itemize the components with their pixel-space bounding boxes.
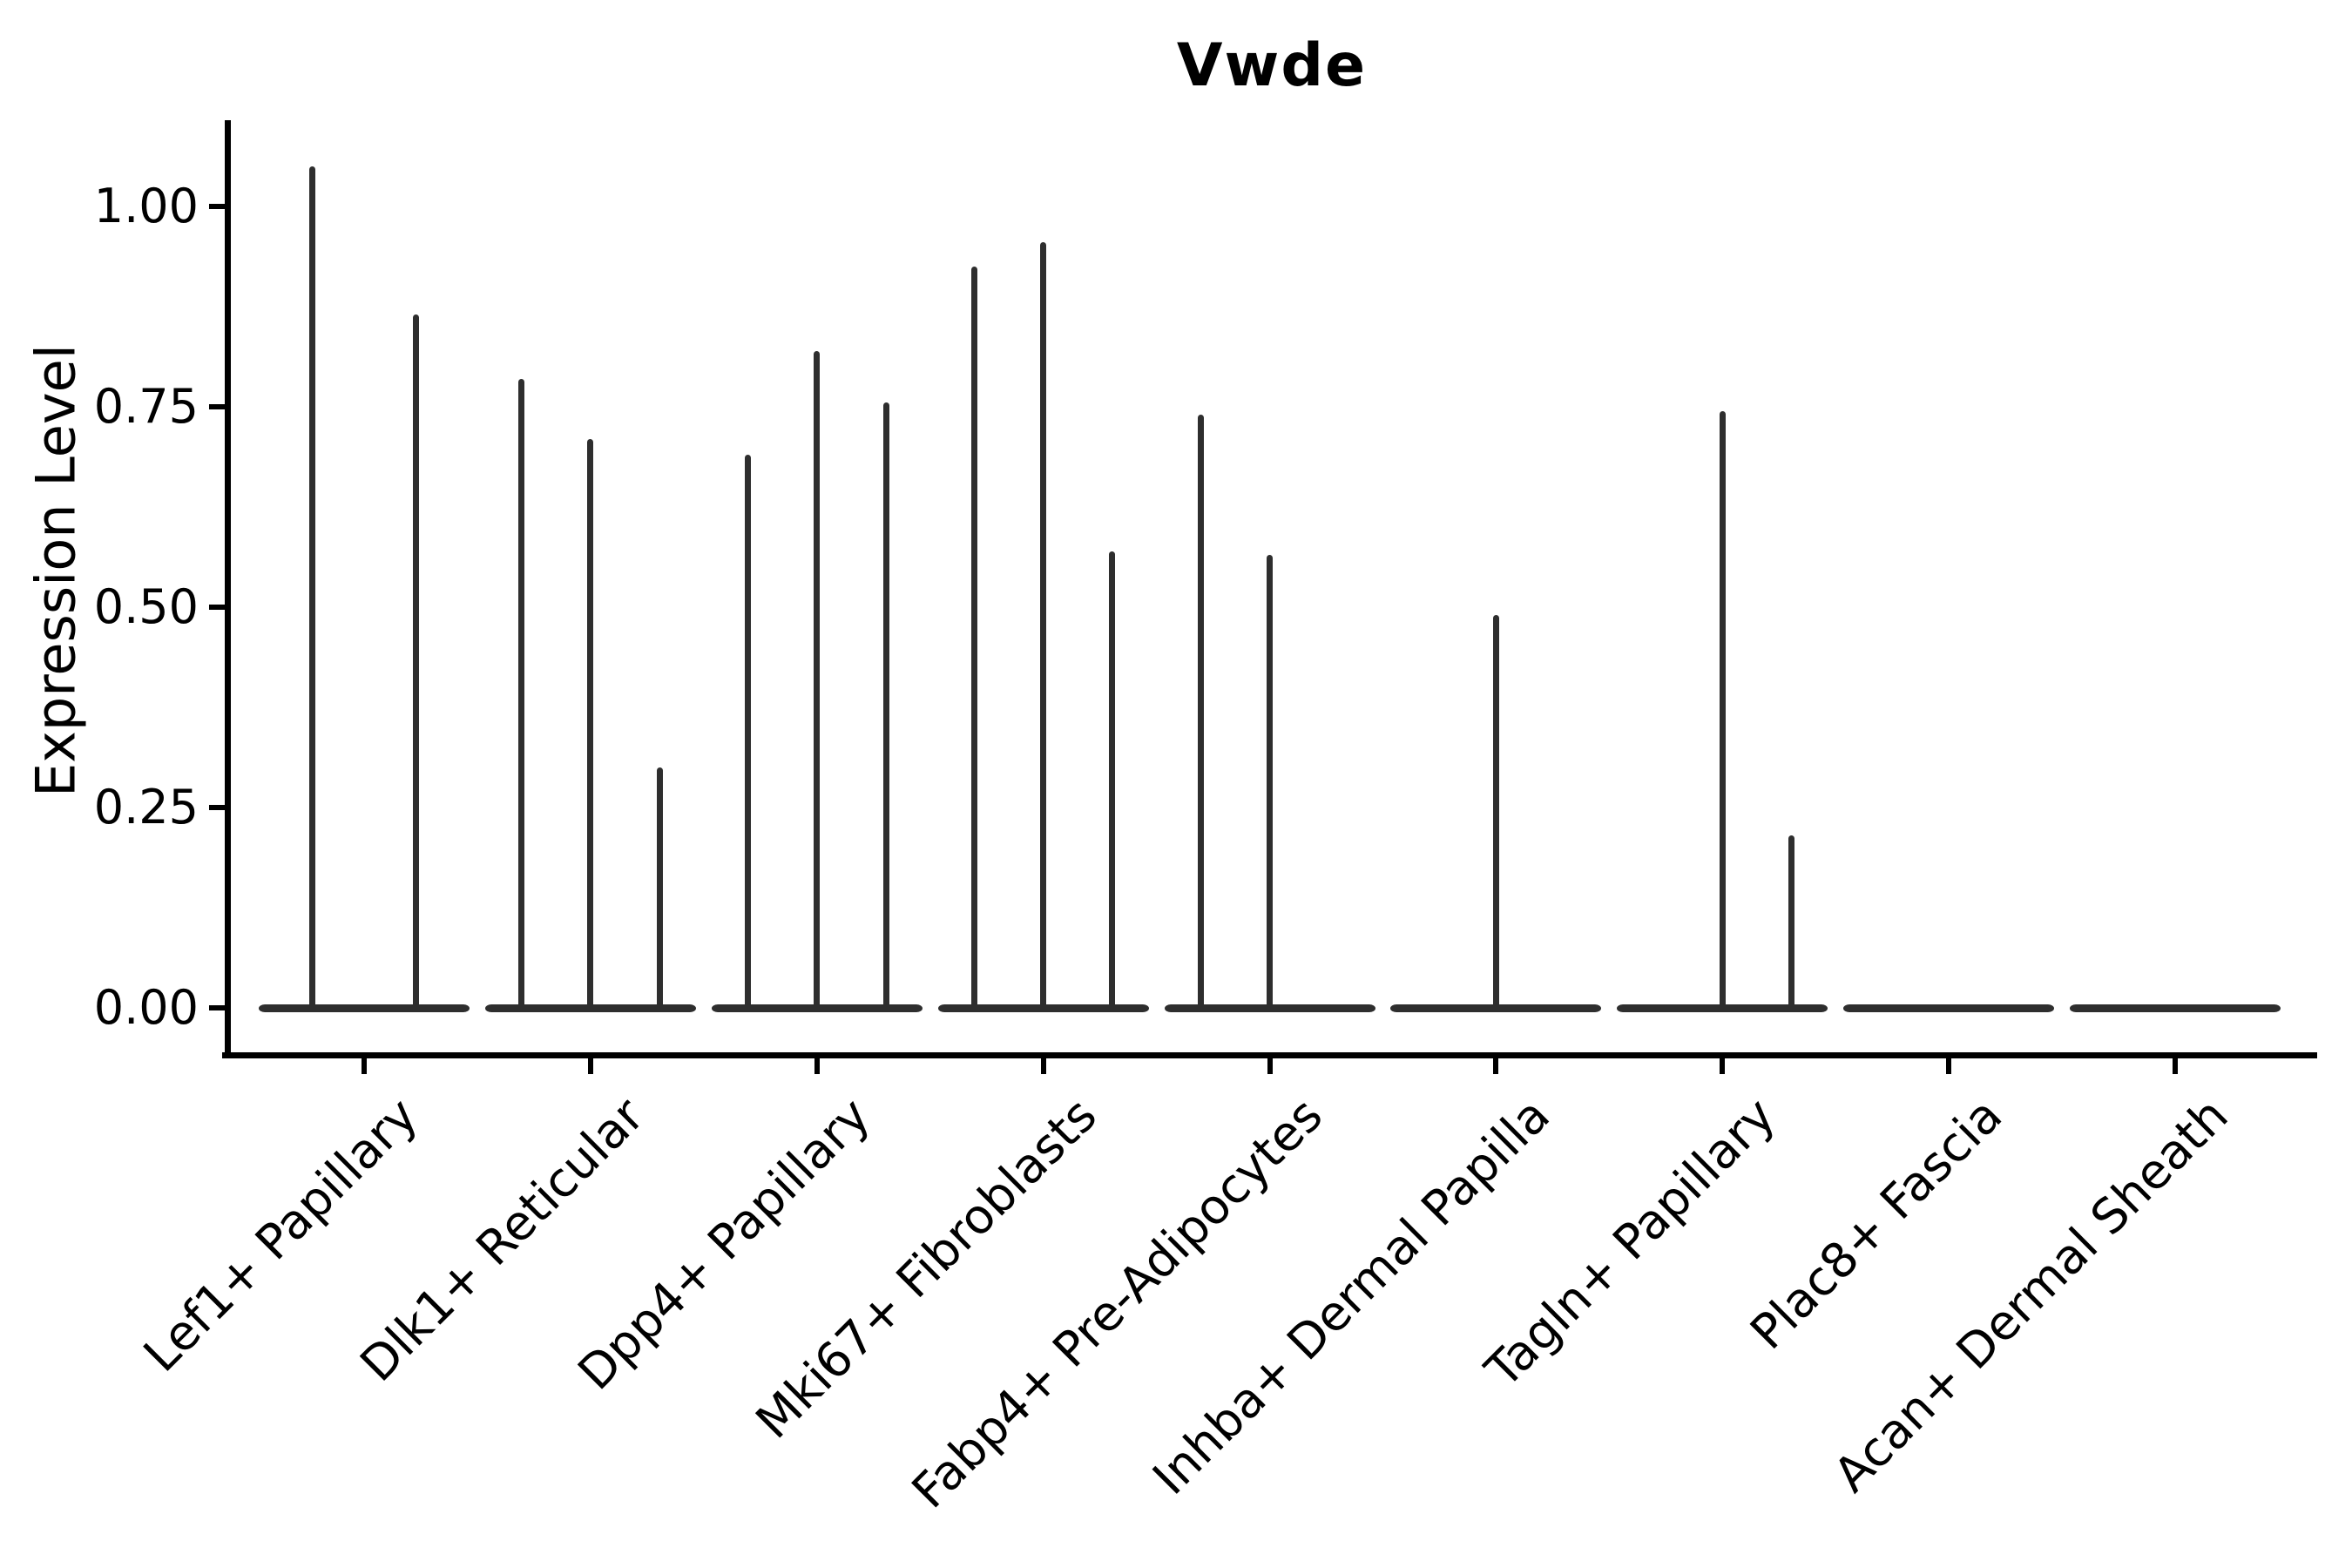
y-tick-label: 0.25 [93, 780, 199, 835]
violin-spike [1040, 242, 1047, 1010]
y-tick [209, 1005, 225, 1010]
violin-baseline [1843, 1004, 2055, 1012]
violin-spike [587, 438, 594, 1010]
violin-spike [1719, 410, 1726, 1010]
violin-baseline [259, 1004, 470, 1012]
violin-spike [744, 455, 751, 1010]
y-tick [209, 204, 225, 209]
x-tick-label: Acan+ Dermal Sheath [1823, 1086, 2240, 1503]
y-axis-spine [225, 120, 231, 1058]
y-tick-label: 0.75 [93, 379, 199, 434]
violin-spike [970, 267, 977, 1010]
x-tick [1946, 1058, 1952, 1074]
y-tick [209, 605, 225, 610]
y-tick-label: 0.00 [93, 980, 199, 1035]
x-tick [1720, 1058, 1726, 1074]
violin-spike [814, 350, 821, 1010]
x-tick [1267, 1058, 1273, 1074]
violin-spike [1267, 555, 1273, 1010]
violin-spike [413, 314, 419, 1010]
violin-spike [656, 767, 663, 1010]
x-axis-spine [222, 1052, 2317, 1058]
x-tick [362, 1058, 367, 1074]
violin-spike [882, 402, 889, 1010]
x-tick [1040, 1058, 1046, 1074]
violin-baseline [2070, 1004, 2281, 1012]
y-tick [209, 404, 225, 409]
violin-spike [1492, 615, 1499, 1010]
y-tick [209, 805, 225, 810]
violin-spike [1788, 835, 1795, 1010]
x-tick [814, 1058, 820, 1074]
x-tick [2173, 1058, 2178, 1074]
violin-spike [518, 378, 525, 1010]
x-tick-label: Fabp4+ Pre-Adipocytes [901, 1086, 1334, 1519]
x-tick-label: Inhba+ Dermal Papilla [1141, 1086, 1560, 1505]
plot-title: Vwde [1176, 31, 1368, 100]
y-tick-label: 0.50 [93, 579, 199, 634]
violin-spike [309, 166, 315, 1010]
violin-spike [1197, 415, 1204, 1010]
x-tick [587, 1058, 593, 1074]
violin-spike [1109, 551, 1116, 1010]
y-tick-label: 1.00 [93, 179, 199, 233]
x-tick [1493, 1058, 1499, 1074]
